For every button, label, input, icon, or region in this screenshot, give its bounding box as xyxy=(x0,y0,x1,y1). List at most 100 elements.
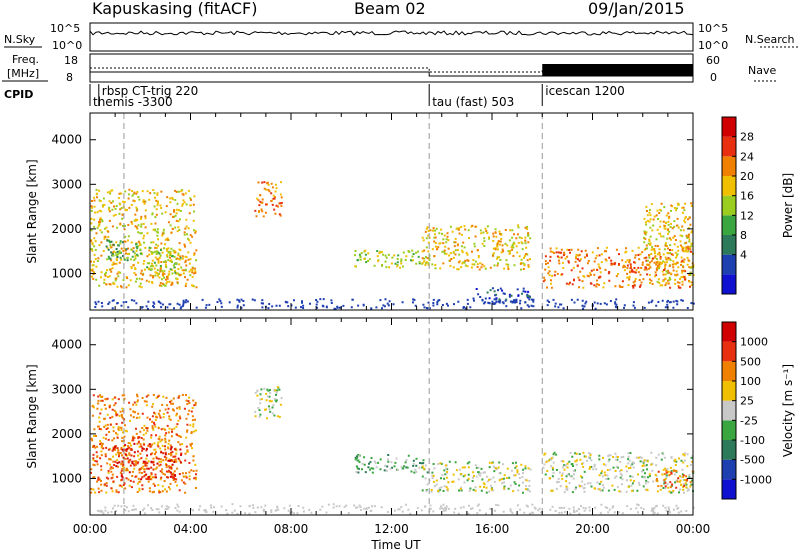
x-tick-label: 12:00 xyxy=(374,522,409,536)
x-tick-label: 04:00 xyxy=(173,522,208,536)
data-cell-cluster xyxy=(254,387,283,418)
colorbar-swatch xyxy=(722,274,736,294)
data-cell-cluster xyxy=(355,455,421,473)
data-cell-cluster xyxy=(486,289,531,304)
colorbar-swatch xyxy=(722,254,736,275)
y-tick-label: 4000 xyxy=(51,338,82,352)
colorbar-tick-label: -1000 xyxy=(740,473,772,486)
colorbar-tick-label: 1000 xyxy=(740,336,768,349)
y-tick-label: 1000 xyxy=(51,266,82,280)
colorbar-frame xyxy=(721,116,737,295)
y-tick-label: 2000 xyxy=(51,427,82,441)
colorbar-swatch xyxy=(722,440,736,460)
x-axis-label: Time UT xyxy=(370,538,421,552)
cpid-upper-label: rbsp CT-trig 220 xyxy=(102,84,198,98)
beam-title: Beam 02 xyxy=(354,0,426,18)
colorbar-swatch xyxy=(722,117,736,137)
x-tick-label: 00:00 xyxy=(73,522,108,536)
colorbar-tick-label: 20 xyxy=(740,170,754,183)
colorbar-swatch xyxy=(722,400,736,421)
colorbar-label: Velocity [m s⁻¹] xyxy=(781,364,795,457)
data-cell-cluster xyxy=(112,442,182,481)
colorbar-swatch xyxy=(722,381,736,401)
freq-tick-top: 18 xyxy=(64,54,78,67)
colorbar-tick-label: 8 xyxy=(740,229,747,242)
nsearch-tick-bottom: 10^0 xyxy=(698,39,728,52)
data-cell-cluster xyxy=(657,470,689,489)
colorbar-swatch xyxy=(722,215,736,235)
colorbar-swatch xyxy=(722,361,736,381)
data-cell-cluster xyxy=(256,181,282,214)
data-cell-cluster xyxy=(421,461,530,493)
data-cell-cluster xyxy=(90,189,197,289)
colorbar-tick-label: 500 xyxy=(740,355,761,368)
y-tick-label: 2000 xyxy=(51,222,82,236)
data-cell-cluster xyxy=(354,249,431,269)
y-axis-label: Slant Range [km] xyxy=(25,364,39,468)
colorbar-swatch xyxy=(722,235,736,255)
cpid-upper-label: icescan 1200 xyxy=(545,84,624,98)
colorbar-swatch xyxy=(722,459,736,480)
velocity-panel: 1000 2000 3000 4000 00:00 04:00 08:00 12:00 16:0… xyxy=(25,317,710,536)
colorbar-swatch xyxy=(722,176,736,196)
colorbar-tick-label: 16 xyxy=(740,190,754,203)
colorbar-frame xyxy=(721,321,737,500)
nsky-trace xyxy=(89,29,694,36)
colorbar-swatch xyxy=(722,136,736,157)
data-cell-cluster xyxy=(655,469,694,489)
data-cell-cluster xyxy=(475,288,531,303)
cpid-label: CPID xyxy=(4,88,33,101)
y-axis-label: Slant Range [km] xyxy=(25,159,39,263)
colorbar-tick-label: 25 xyxy=(740,395,754,408)
date-title: 09/Jan/2015 xyxy=(588,0,685,18)
freq-label-line1: Freq. xyxy=(12,53,39,66)
data-cell-cluster xyxy=(148,247,183,275)
cpid-lower-label: tau (fast) 503 xyxy=(432,95,514,109)
colorbar-tick-label: 12 xyxy=(740,209,754,222)
ground-scatter xyxy=(94,298,695,310)
y-tick-label: 1000 xyxy=(51,471,82,485)
colorbar-swatch xyxy=(722,479,736,499)
colorbar-tick-label: 4 xyxy=(740,249,747,262)
colorbar-tick-label: -25 xyxy=(740,414,758,427)
data-cell-cluster xyxy=(258,386,281,417)
summary-traces xyxy=(89,29,694,77)
x-tick-label: 08:00 xyxy=(274,522,309,536)
nave-label: Nave xyxy=(748,64,776,77)
nsky-panel xyxy=(89,22,694,52)
y-tick-label: 4000 xyxy=(51,133,82,147)
power-colorbar: 28 24 20 16 12 8 4 Power [dB] xyxy=(721,116,795,295)
colorbar-swatch xyxy=(722,322,736,342)
data-cell-cluster xyxy=(542,451,695,494)
data-cell-cluster xyxy=(90,393,198,494)
colorbar-swatch xyxy=(722,420,736,440)
freq-tick-bottom: 8 xyxy=(66,71,73,84)
data-cell-cluster xyxy=(90,188,198,289)
nsky-label: N.Sky xyxy=(4,33,36,46)
data-cell-cluster xyxy=(106,442,182,480)
colorbar-tick-label: -500 xyxy=(740,454,765,467)
cpid-lower-label: themis -3300 xyxy=(93,95,173,109)
x-tick-label: 20:00 xyxy=(575,522,610,536)
data-cell-cluster xyxy=(90,394,197,494)
colorbar-tick-label: 24 xyxy=(740,150,754,163)
colorbar-tick-label: 100 xyxy=(740,375,761,388)
velocity-colorbar: 1000 500 100 25 -25 -100 -500 -1000 Velocity [m … xyxy=(721,321,795,500)
y-tick-label: 3000 xyxy=(51,382,82,396)
data-cell-cluster xyxy=(151,248,182,266)
search-noise-block xyxy=(542,64,693,76)
data-cell-cluster xyxy=(354,454,429,474)
colorbar-swatch xyxy=(722,195,736,216)
colorbar-label: Power [dB] xyxy=(781,173,795,238)
data-cell-cluster xyxy=(254,386,282,420)
data-cell-cluster xyxy=(643,202,695,284)
freq-label-line2: [MHz] xyxy=(7,67,39,80)
y-tick-label: 3000 xyxy=(51,177,82,191)
data-cell-cluster xyxy=(354,454,426,474)
nsky-tick-bottom: 10^0 xyxy=(52,39,82,52)
colorbar-swatch xyxy=(722,341,736,362)
nave-tick-top: 60 xyxy=(706,54,720,67)
nsearch-label: N.Search xyxy=(745,33,795,46)
